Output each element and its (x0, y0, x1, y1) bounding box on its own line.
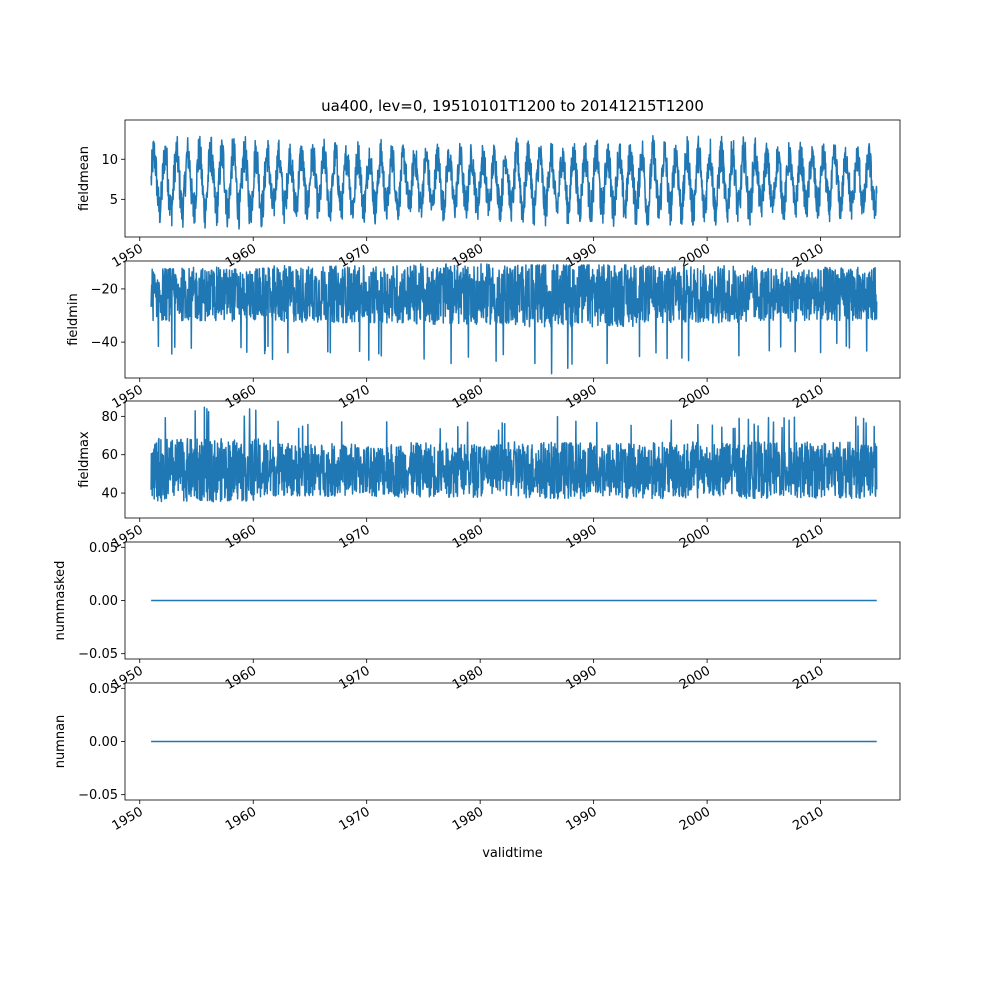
y-axis-label: fieldmean (77, 146, 92, 211)
x-tick-label: 1950 (110, 804, 146, 834)
series-line-fieldmean (150, 135, 878, 230)
x-tick-label: 1960 (223, 663, 259, 693)
x-tick-label: 2000 (677, 241, 713, 271)
y-axis-label: fieldmax (77, 431, 92, 488)
x-tick-label: 1980 (450, 663, 486, 693)
x-tick-label: 1950 (110, 241, 146, 271)
panel-numnan: −0.05 0.00 0.05 numnan 1950 1960 1970 1980 1990 2… (53, 682, 901, 834)
y-tick-label: −20 (91, 282, 118, 297)
y-axis-label: fieldmin (66, 293, 81, 346)
x-tick-label: 2010 (790, 382, 826, 412)
y-tick-label: 80 (101, 410, 118, 425)
y-tick-label: −40 (91, 336, 118, 351)
y-axis-label: numnan (53, 715, 68, 769)
y-tick-label: 0.00 (89, 735, 118, 750)
chart-title: ua400, lev=0, 19510101T1200 to 20141215T… (321, 97, 704, 115)
x-tick-label: 2000 (677, 663, 713, 693)
y-tick-label: −0.05 (78, 647, 118, 662)
y-tick-label: 0.00 (89, 594, 118, 609)
x-tick-label: 1970 (337, 522, 373, 552)
x-tick-label: 1970 (337, 382, 373, 412)
x-tick-label: 2010 (790, 804, 826, 834)
x-tick-label: 1960 (223, 382, 259, 412)
x-tick-label: 2010 (790, 241, 826, 271)
x-tick-label: 2010 (790, 663, 826, 693)
x-tick-label: 1980 (450, 382, 486, 412)
x-axis-label: validtime (482, 846, 543, 861)
series-line-fieldmin (150, 263, 878, 375)
x-tick-label: 1980 (450, 804, 486, 834)
x-tick-label: 1970 (337, 663, 373, 693)
y-axis-label: nummasked (53, 561, 68, 641)
x-tick-label: 1970 (337, 804, 373, 834)
x-tick-label: 1950 (110, 382, 146, 412)
y-tick-label: 0.05 (89, 682, 118, 697)
series-line-fieldmax (150, 406, 878, 503)
x-tick-label: 1960 (223, 522, 259, 552)
y-tick-label: 40 (101, 487, 118, 502)
x-tick-label: 1960 (223, 241, 259, 271)
y-tick-label: −0.05 (78, 788, 118, 803)
axes-frame-fieldmean (124, 119, 901, 238)
y-tick-label: 60 (101, 448, 118, 463)
x-tick-label: 1990 (563, 663, 599, 693)
y-tick-label: 5 (110, 193, 118, 208)
axes-frame-fieldmin (124, 260, 901, 379)
x-tick-label: 2000 (677, 522, 713, 552)
axes-frame-fieldmax (124, 400, 901, 519)
x-tick-label: 2000 (677, 382, 713, 412)
panel-fieldmin: −40 −20 fieldmin 1950 1960 1970 1980 1990 2000 20… (66, 260, 901, 412)
x-tick-label: 1960 (223, 804, 259, 834)
x-tick-label: 1990 (563, 522, 599, 552)
y-tick-label: 0.05 (89, 541, 118, 556)
x-tick-label: 2010 (790, 522, 826, 552)
x-tick-label: 1990 (563, 382, 599, 412)
x-tick-label: 1980 (450, 522, 486, 552)
x-tick-label: 1990 (563, 804, 599, 834)
y-tick-label: 10 (101, 153, 118, 168)
x-tick-label: 2000 (677, 804, 713, 834)
